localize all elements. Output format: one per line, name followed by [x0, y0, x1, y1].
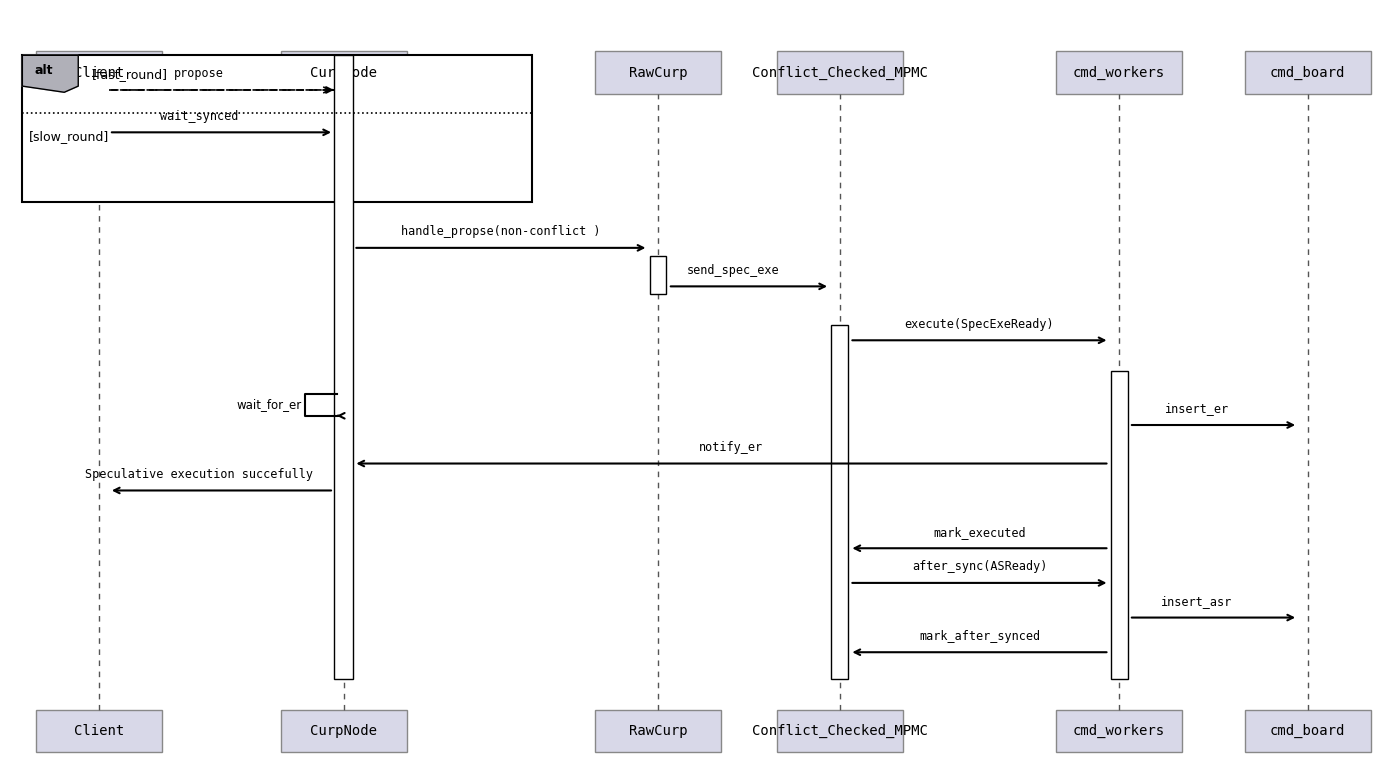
Bar	[832, 325, 848, 679]
Text: execute(SpecExeReady): execute(SpecExeReady)	[904, 318, 1054, 331]
FancyBboxPatch shape	[281, 710, 406, 752]
FancyBboxPatch shape	[1056, 710, 1182, 752]
FancyBboxPatch shape	[777, 710, 903, 752]
FancyBboxPatch shape	[1245, 52, 1371, 94]
Text: CurpNode: CurpNode	[311, 724, 377, 738]
Text: cmd_workers: cmd_workers	[1074, 66, 1165, 80]
Text: wait_synced: wait_synced	[160, 110, 238, 123]
Text: insert_er: insert_er	[1165, 402, 1229, 415]
FancyBboxPatch shape	[281, 52, 406, 94]
Text: [slow_round]: [slow_round]	[29, 130, 109, 143]
Bar	[22, 56, 532, 202]
Text: after_sync(ASReady): after_sync(ASReady)	[911, 560, 1047, 574]
Text: RawCurp: RawCurp	[629, 66, 687, 80]
Text: handle_propse(non-conflict ): handle_propse(non-conflict )	[402, 225, 601, 238]
FancyBboxPatch shape	[1056, 52, 1182, 94]
Text: cmd_board: cmd_board	[1270, 724, 1345, 738]
Text: mark_after_synced: mark_after_synced	[918, 629, 1040, 642]
Text: propose: propose	[174, 67, 224, 80]
Text: wait_for_er: wait_for_er	[237, 399, 302, 411]
Text: Conflict_Checked_MPMC: Conflict_Checked_MPMC	[752, 66, 928, 80]
FancyBboxPatch shape	[595, 710, 721, 752]
Text: CurpNode: CurpNode	[311, 66, 377, 80]
Text: [fast_round]: [fast_round]	[92, 68, 168, 81]
FancyBboxPatch shape	[595, 52, 721, 94]
Text: send_spec_exe: send_spec_exe	[686, 264, 778, 277]
Text: RawCurp: RawCurp	[629, 724, 687, 738]
Bar	[335, 56, 353, 679]
Bar	[1110, 371, 1127, 679]
Text: Conflict_Checked_MPMC: Conflict_Checked_MPMC	[752, 724, 928, 738]
Text: Client: Client	[74, 724, 125, 738]
Text: mark_executed: mark_executed	[934, 526, 1026, 539]
Text: notify_er: notify_er	[700, 441, 763, 454]
FancyBboxPatch shape	[36, 710, 162, 752]
Text: cmd_workers: cmd_workers	[1074, 724, 1165, 738]
Text: alt: alt	[35, 64, 53, 77]
Polygon shape	[22, 56, 78, 92]
FancyBboxPatch shape	[777, 52, 903, 94]
Text: Speculative execution succefully: Speculative execution succefully	[85, 468, 314, 481]
Text: Client: Client	[74, 66, 125, 80]
FancyBboxPatch shape	[1245, 710, 1371, 752]
Text: insert_asr: insert_asr	[1161, 595, 1232, 608]
FancyBboxPatch shape	[36, 52, 162, 94]
Text: cmd_board: cmd_board	[1270, 66, 1345, 80]
Bar	[650, 256, 666, 294]
